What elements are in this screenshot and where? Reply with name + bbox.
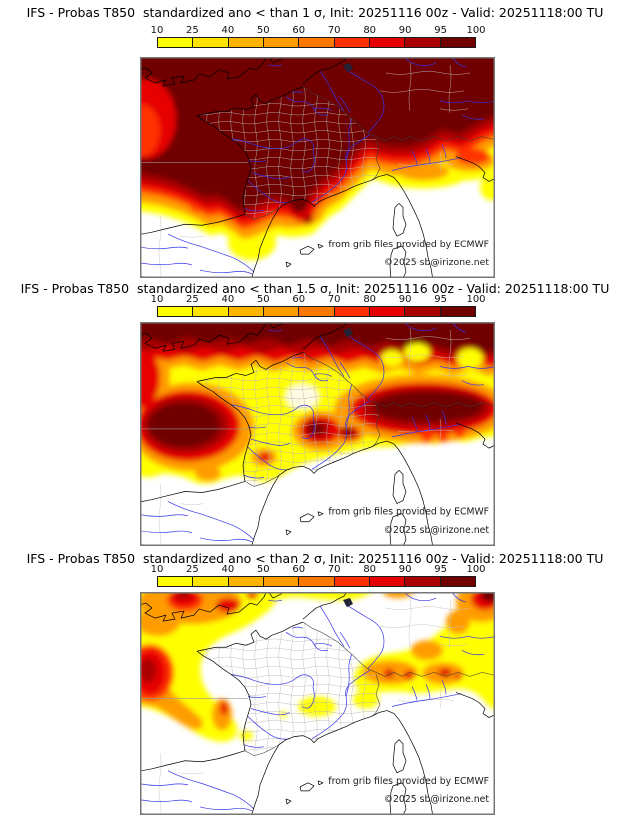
colorbar-tick: 90 <box>398 564 412 575</box>
probability-field <box>140 322 495 546</box>
attribution-copyright: ©2025 sb@irizone.net <box>384 525 490 536</box>
colorbar-tick: 50 <box>256 25 270 36</box>
colorbar-segment <box>262 577 299 586</box>
colorbar-tick: 80 <box>363 25 377 36</box>
probability-map-sigma1_5: from grib files provided by ECMWF ©2025 … <box>140 322 495 546</box>
colorbar-tick: 10 <box>150 25 164 36</box>
colorbar-segment <box>158 307 193 316</box>
colorbar-tick: 60 <box>292 25 306 36</box>
probability-map-sigma1: from grib files provided by ECMWF ©2025 … <box>140 57 495 278</box>
colorbar-segment <box>158 577 193 586</box>
map-svg: from grib files provided by ECMWF ©2025 … <box>140 592 495 815</box>
colorbar-segment <box>262 38 299 47</box>
colorbar-segment <box>192 577 228 586</box>
attribution-copyright: ©2025 sb@irizone.net <box>384 257 490 268</box>
colorbar-tick: 95 <box>434 564 447 575</box>
colorbar-tick: 60 <box>292 294 306 305</box>
colorbar-tick: 50 <box>256 294 270 305</box>
colorbar-tick: 40 <box>221 564 235 575</box>
attribution-ecmwf: from grib files provided by ECMWF <box>328 507 489 518</box>
colorbar-tick: 25 <box>186 294 199 305</box>
colorbar-segment <box>439 307 475 316</box>
colorbar-tick: 25 <box>186 564 199 575</box>
colorbar-segment <box>439 577 475 586</box>
map-svg: from grib files provided by ECMWF ©2025 … <box>140 57 495 278</box>
colorbar-segment <box>439 38 475 47</box>
colorbar-tick: 80 <box>363 564 377 575</box>
colorbar-segment <box>262 307 299 316</box>
colorbar-segment <box>333 38 369 47</box>
colorbar-tick: 40 <box>221 294 235 305</box>
attribution-ecmwf: from grib files provided by ECMWF <box>328 776 489 787</box>
colorbar-tick: 100 <box>466 294 486 305</box>
colorbar-ticks: 10 25 40 50 60 70 80 90 95 100 <box>151 294 486 305</box>
colorbar-segment <box>404 577 440 586</box>
attribution-copyright: ©2025 sb@irizone.net <box>384 794 490 805</box>
probability-map-sigma2: from grib files provided by ECMWF ©2025 … <box>140 592 495 815</box>
colorbar-segment <box>368 38 405 47</box>
panel-title-sigma1_5: IFS - Probas T850 standardized ano < tha… <box>20 281 610 296</box>
colorbar-segment <box>192 38 228 47</box>
colorbar-segment <box>298 577 334 586</box>
colorbar-ticks: 10 25 40 50 60 70 80 90 95 100 <box>151 25 486 36</box>
colorbar-segment <box>404 38 440 47</box>
colorbar-tick: 10 <box>150 294 164 305</box>
colorbar-segment <box>404 307 440 316</box>
probability-field <box>140 57 495 278</box>
colorbar-tick: 70 <box>327 564 341 575</box>
attribution-ecmwf: from grib files provided by ECMWF <box>328 239 489 250</box>
colorbar-ticks: 10 25 40 50 60 70 80 90 95 100 <box>151 564 486 575</box>
colorbar-tick: 90 <box>398 294 412 305</box>
map-svg: from grib files provided by ECMWF ©2025 … <box>140 322 495 546</box>
colorbar-tick: 70 <box>327 294 341 305</box>
panel-title-sigma2: IFS - Probas T850 standardized ano < tha… <box>26 551 604 566</box>
colorbar-tick: 50 <box>256 564 270 575</box>
colorbar-segment <box>298 307 334 316</box>
colorbar-segment <box>227 577 263 586</box>
colorbar-segment <box>333 577 369 586</box>
colorbar-tick: 40 <box>221 25 235 36</box>
colorbar-tick: 10 <box>150 564 164 575</box>
colorbar-segment <box>192 307 228 316</box>
colorbar-segment <box>227 38 263 47</box>
colorbar-scale <box>157 306 476 317</box>
colorbar-tick: 95 <box>434 25 447 36</box>
colorbar-segment <box>368 577 405 586</box>
colorbar-segment <box>333 307 369 316</box>
colorbar-segment <box>227 307 263 316</box>
colorbar-scale <box>157 576 476 587</box>
colorbar-tick: 60 <box>292 564 306 575</box>
colorbar-segment <box>158 38 193 47</box>
colorbar-scale <box>157 37 476 48</box>
colorbar-tick: 100 <box>466 25 486 36</box>
probability-field <box>140 592 495 815</box>
colorbar-tick: 80 <box>363 294 377 305</box>
colorbar-tick: 25 <box>186 25 199 36</box>
panel-title-sigma1: IFS - Probas T850 standardized ano < tha… <box>26 5 604 20</box>
colorbar-segment <box>368 307 405 316</box>
colorbar-tick: 90 <box>398 25 412 36</box>
colorbar-tick: 70 <box>327 25 341 36</box>
colorbar-tick: 95 <box>434 294 447 305</box>
colorbar-segment <box>298 38 334 47</box>
colorbar-tick: 100 <box>466 564 486 575</box>
